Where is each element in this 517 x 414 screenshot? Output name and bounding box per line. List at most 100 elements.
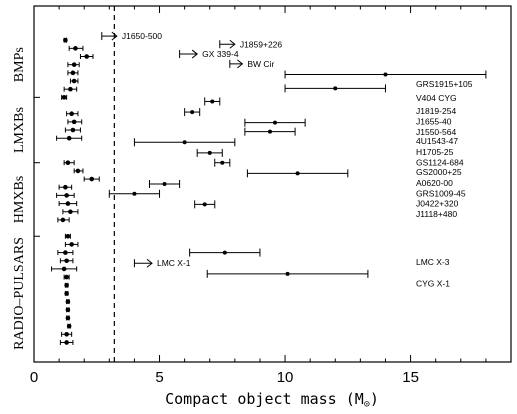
ns-marker	[66, 135, 72, 141]
ns-mass-point	[64, 233, 71, 239]
x-axis-title: Compact object mass (M⊙)	[165, 390, 379, 410]
ns-mass-point	[56, 135, 83, 141]
bh-object-label: H1705-25	[416, 147, 454, 157]
bh-object-label: 4U1543-47	[416, 136, 458, 146]
ns-mass-point	[69, 78, 79, 84]
ns-marker	[64, 291, 69, 296]
ns-marker	[65, 307, 71, 313]
ns-mass-point	[65, 299, 71, 305]
neutron-star-points	[51, 37, 100, 345]
bh-object-label: V404 CYG	[416, 93, 457, 103]
bh-marker	[132, 191, 137, 196]
ns-mass-point	[64, 282, 69, 288]
bh-marker	[273, 120, 278, 125]
bh-mass-point: H1705-25	[133, 138, 454, 157]
ns-marker	[84, 54, 90, 59]
ns-marker	[66, 323, 72, 329]
ns-marker	[63, 184, 68, 190]
ns-marker	[71, 119, 77, 125]
group-label: RADIO–PULSARS	[12, 237, 27, 350]
ns-marker	[68, 209, 73, 215]
bh-object-label: J1118+480	[416, 209, 457, 219]
ns-mass-point	[61, 94, 68, 100]
bh-mass-point: J1550-564	[244, 118, 456, 137]
ns-mass-point	[67, 62, 80, 68]
bh-mass-point: J1655-40	[184, 108, 452, 127]
ns-mass-point	[63, 37, 68, 43]
ns-marker	[71, 78, 77, 84]
ns-marker	[68, 86, 73, 92]
bh-mass-point: J1859+226	[219, 39, 283, 49]
ns-mass-point	[66, 323, 72, 329]
ns-marker	[69, 111, 74, 116]
x-tick-label: 10	[277, 369, 294, 386]
ns-mass-point	[73, 168, 84, 174]
ns-mass-point	[62, 209, 79, 215]
ns-mass-point	[63, 274, 70, 280]
ns-mass-point	[57, 250, 74, 256]
ns-marker	[65, 315, 71, 321]
ns-mass-point	[51, 266, 78, 272]
bh-marker	[182, 140, 187, 145]
bh-marker	[202, 202, 207, 207]
ns-mass-point	[58, 184, 73, 190]
ns-mass-point	[79, 54, 94, 60]
group-label: BMPs	[12, 47, 27, 82]
bh-object-label: CYG X-1	[416, 278, 450, 288]
bh-object-label: J1859+226	[240, 39, 283, 49]
ns-mass-point	[67, 70, 79, 76]
ns-mass-point	[58, 201, 78, 207]
solar-mass-symbol: ⊙	[364, 399, 370, 410]
ns-mass-point	[59, 339, 74, 345]
bh-object-label: GS2000+25	[416, 167, 462, 177]
bh-object-label: J0422+320	[416, 198, 459, 208]
ns-marker	[65, 233, 71, 239]
bh-marker	[295, 171, 300, 176]
bh-lower-limit-arrow	[146, 258, 153, 268]
bh-object-label: A0620-00	[416, 178, 453, 188]
bh-marker	[190, 110, 195, 115]
ns-marker	[65, 299, 71, 304]
ns-marker	[70, 127, 76, 133]
bh-mass-point: V404 CYG	[284, 84, 457, 103]
bh-mass-point: GX 339-4	[179, 49, 239, 59]
bh-lower-limit-arrow	[191, 49, 198, 59]
bh-marker	[285, 271, 290, 276]
ns-marker	[71, 62, 77, 67]
bh-marker	[383, 72, 388, 77]
bh-object-label: GX 339-4	[202, 49, 239, 59]
ns-mass-point	[64, 290, 69, 296]
bh-object-label: J1655-40	[416, 117, 452, 127]
bh-mass-point: GRS1009-45	[148, 179, 466, 198]
bh-object-label: GS1124-684	[416, 157, 464, 167]
bh-mass-point: J1819-254	[204, 97, 456, 116]
ns-marker	[89, 176, 95, 182]
ns-marker	[64, 258, 69, 264]
x-axis-ticks	[33, 6, 487, 362]
bh-object-label: GRS1915+105	[416, 79, 473, 89]
ns-marker	[63, 250, 68, 255]
ns-mass-point	[64, 241, 79, 247]
ns-marker	[64, 274, 69, 280]
ns-mass-point	[67, 119, 83, 125]
ns-marker	[64, 340, 69, 345]
bh-mass-point: J1118+480	[194, 200, 457, 219]
bh-marker	[220, 160, 225, 165]
bh-mass-point: BW Cir	[229, 59, 274, 69]
bh-marker	[222, 250, 227, 255]
x-tick-label: 15	[402, 369, 419, 386]
bh-mass-point: J1650-500	[101, 31, 162, 41]
bh-marker	[267, 129, 272, 134]
ns-mass-point	[64, 127, 81, 133]
bh-mass-point: CYG X-1	[206, 269, 450, 288]
bh-object-label: BW Cir	[247, 59, 274, 69]
x-axis-title-text: Compact object mass (M	[165, 390, 364, 408]
x-axis-tick-labels: 0 5 10 15	[30, 369, 419, 386]
bh-object-label: LMC X-3	[416, 257, 450, 267]
ns-mass-point	[61, 331, 73, 337]
bh-mass-point: LMC X-1	[133, 258, 191, 268]
group-labels: BMPs LMXBs HMXBs RADIO–PULSARS	[12, 47, 40, 350]
ns-marker	[65, 160, 71, 166]
ns-marker	[73, 46, 78, 51]
